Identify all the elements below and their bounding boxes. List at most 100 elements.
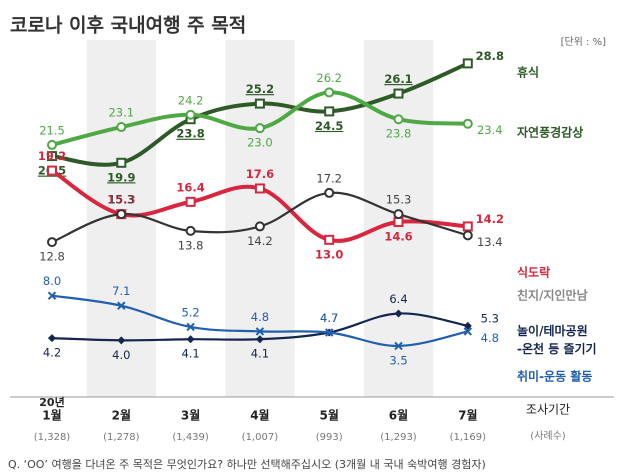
x-tick-label: 7월 <box>458 408 477 423</box>
value-label: 4.8 <box>481 331 499 345</box>
value-label: 24.5 <box>315 119 343 133</box>
sample-label: (사례수) <box>530 430 566 442</box>
value-label: 23.8 <box>176 127 204 141</box>
value-label: 12.8 <box>39 250 65 264</box>
value-label: 21.5 <box>39 123 65 137</box>
value-label: 5.3 <box>481 311 499 325</box>
marker <box>47 151 57 162</box>
marker <box>393 114 404 125</box>
value-label: 23.0 <box>247 136 273 150</box>
marker <box>47 165 57 176</box>
marker <box>185 196 196 207</box>
marker <box>185 225 196 236</box>
marker <box>255 335 264 344</box>
value-label: 4.1 <box>251 347 269 361</box>
value-label: 4.7 <box>320 311 338 325</box>
value-label: 23.8 <box>386 127 412 141</box>
legend-label: 식도락 <box>517 265 550 280</box>
value-label: 17.6 <box>246 167 274 181</box>
value-label: 14.2 <box>247 234 273 248</box>
value-label: 4.8 <box>251 310 269 324</box>
value-label: 14.2 <box>476 212 504 226</box>
chart-title: 코로나 이후 국내여행 주 목적 <box>10 15 246 37</box>
sample-size: (1,169) <box>450 432 487 443</box>
sample-size: (1,293) <box>380 432 417 443</box>
value-label: 19.2 <box>38 149 66 163</box>
sample-size: (1,439) <box>172 432 209 443</box>
sample-size: (1,278) <box>103 432 140 443</box>
marker <box>462 58 473 69</box>
marker <box>116 209 127 220</box>
marker <box>47 237 57 248</box>
marker <box>254 123 265 134</box>
footnote: Q. ‘OO’ 여행을 다녀온 주 목적은 무엇인가요? 하나만 선택해주십시오… <box>8 457 486 471</box>
marker <box>255 327 265 336</box>
sample-size: (993) <box>316 432 343 443</box>
value-label: 28.8 <box>476 49 504 63</box>
legend-label: 놀이/테마공원 -온천 등 즐기기 <box>517 323 597 356</box>
value-label: 26.2 <box>316 71 342 85</box>
legend-label: 취미-운동 활동 <box>517 369 592 384</box>
marker <box>462 221 473 232</box>
value-label: 17.2 <box>316 171 342 185</box>
marker <box>47 139 57 150</box>
legend-label: 친지/지인만남 <box>517 288 588 303</box>
x-tick-label: 5월 <box>320 408 339 423</box>
value-label: 23.1 <box>108 106 134 120</box>
x-tick-label: 2월 <box>112 408 131 423</box>
year-label: 20년 <box>39 395 64 409</box>
value-label: 16.4 <box>176 180 204 194</box>
marker <box>47 291 57 300</box>
value-label: 5.2 <box>181 305 199 319</box>
value-label: 23.4 <box>477 123 503 137</box>
marker <box>117 336 126 345</box>
marker <box>393 209 404 220</box>
marker <box>324 234 335 245</box>
legend-label: 자연풍경감상 <box>517 125 583 140</box>
sample-size: (1,007) <box>242 432 279 443</box>
legend-line: -온천 등 즐기기 <box>517 341 597 356</box>
marker <box>185 109 196 120</box>
value-label: 4.1 <box>181 347 199 361</box>
value-label: 14.6 <box>384 229 412 243</box>
unit-label: [단위 : %] <box>561 35 607 48</box>
marker <box>394 341 403 351</box>
x-tick-label: 3월 <box>181 408 200 423</box>
x-tick-label: 4월 <box>250 408 269 423</box>
value-label: 7.1 <box>112 284 130 298</box>
value-label: 19.9 <box>107 170 135 184</box>
marker <box>116 157 127 168</box>
marker <box>462 118 473 129</box>
marker <box>463 321 472 330</box>
value-label: 15.3 <box>386 193 412 207</box>
value-label: 24.2 <box>178 93 204 107</box>
marker <box>186 335 195 344</box>
marker <box>254 221 265 232</box>
marker <box>254 183 265 194</box>
legend-label: 휴식 <box>517 65 539 80</box>
marker <box>48 334 56 343</box>
marker <box>116 122 127 133</box>
value-label: 25.2 <box>246 82 274 96</box>
marker <box>394 309 403 318</box>
value-label: 8.0 <box>43 274 61 288</box>
marker <box>324 328 334 337</box>
value-label: 4.2 <box>43 346 61 360</box>
sample-size: (1,328) <box>34 432 71 443</box>
value-label: 15.3 <box>108 193 134 207</box>
value-label: 15.3 <box>107 193 135 207</box>
value-label: 4.0 <box>112 348 130 362</box>
value-label: 3.5 <box>389 353 407 367</box>
marker <box>117 301 126 310</box>
marker <box>186 322 195 332</box>
marker <box>324 87 335 98</box>
marker <box>463 327 473 336</box>
legend-line: 놀이/테마공원 <box>517 323 588 338</box>
value-label: 13.8 <box>178 238 204 252</box>
marker <box>462 230 473 241</box>
x-tick-label: 1월 <box>42 408 61 423</box>
marker <box>393 88 404 99</box>
marker <box>324 187 335 198</box>
value-label: 6.4 <box>389 292 407 306</box>
